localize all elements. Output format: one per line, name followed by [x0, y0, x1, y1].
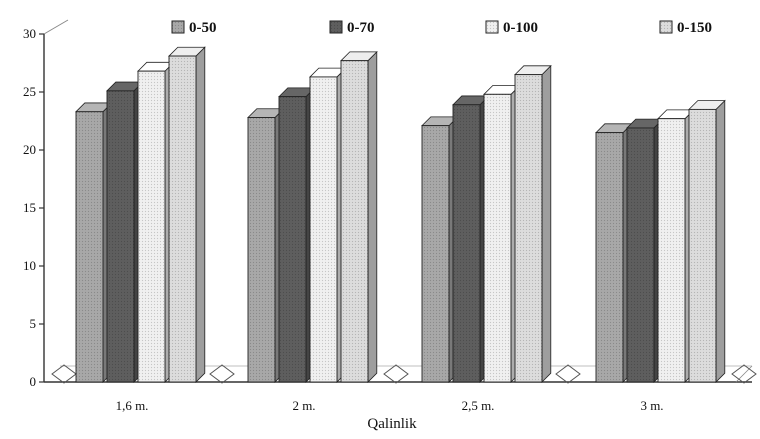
legend-swatch-texture	[486, 21, 498, 33]
legend-swatch-texture	[172, 21, 184, 33]
bar-texture	[248, 117, 275, 383]
bar-texture	[453, 104, 480, 382]
y-tick-label: 15	[23, 200, 36, 215]
legend-item: 0-50	[171, 20, 217, 36]
floor-marker	[209, 364, 235, 384]
category-label: 2,5 m.	[462, 398, 495, 413]
category-label: 3 m.	[640, 398, 663, 413]
bar-texture	[422, 125, 449, 382]
legend-swatch-texture	[660, 21, 672, 33]
bar	[247, 107, 285, 383]
bar-side-face	[195, 46, 206, 383]
bar-side-face	[715, 99, 726, 383]
bar-texture	[341, 60, 368, 383]
legend-label: 0-100	[503, 20, 538, 36]
wall-edge	[43, 19, 69, 35]
bar-texture	[169, 56, 196, 382]
legend-swatch-texture	[330, 21, 342, 33]
bar	[626, 118, 664, 383]
bar	[688, 99, 726, 383]
bar	[168, 46, 206, 383]
bar	[452, 94, 490, 383]
bar	[137, 61, 175, 383]
bar	[514, 64, 552, 383]
floor-marker	[555, 364, 581, 384]
bar-texture	[515, 74, 542, 382]
y-tick-label: 5	[30, 316, 37, 331]
bar-texture	[689, 109, 716, 383]
bar-side-face	[367, 50, 378, 383]
category-label: 2 m.	[292, 398, 315, 413]
legend-item: 0-100	[485, 20, 538, 36]
floor-right-edge	[735, 365, 753, 383]
floor-marker	[51, 364, 77, 384]
bar-texture	[279, 96, 306, 382]
labels-layer: 1,6 m. 2 m. 2,5 m. 3 m. Qalinlik	[116, 398, 664, 432]
bar	[421, 115, 459, 383]
bar-texture	[658, 118, 685, 383]
y-tick-label: 25	[23, 84, 36, 99]
x-axis-title: Qalinlik	[367, 416, 417, 432]
bar-texture	[627, 127, 654, 383]
legend-label: 0-150	[677, 20, 712, 36]
bar-texture	[310, 76, 337, 383]
y-tick-label: 10	[23, 258, 36, 273]
legend: 0-50 0-70 0-100 0-150	[171, 20, 712, 36]
category-label: 1,6 m.	[116, 398, 149, 413]
bar	[340, 50, 378, 383]
bar	[483, 84, 521, 383]
bar-texture	[484, 94, 511, 382]
legend-label: 0-50	[189, 20, 217, 36]
bars-layer	[75, 46, 726, 383]
y-tick-label: 20	[23, 142, 36, 157]
y-tick-label: 30	[23, 26, 36, 41]
y-tick-label: 0	[30, 374, 37, 389]
bar	[75, 101, 113, 383]
bar	[278, 86, 316, 383]
bar	[309, 67, 347, 383]
bar-texture	[596, 132, 623, 382]
bar-texture	[76, 111, 103, 382]
legend-item: 0-70	[329, 20, 375, 36]
legend-label: 0-70	[347, 20, 375, 36]
bar	[106, 81, 144, 383]
bar	[657, 108, 695, 383]
bar-texture	[138, 71, 165, 383]
bar-side-face	[541, 64, 552, 383]
bar	[595, 122, 633, 383]
floor-marker	[731, 364, 757, 384]
bar-texture	[107, 90, 134, 382]
floor-marker	[383, 364, 409, 384]
legend-item: 0-150	[659, 20, 712, 36]
